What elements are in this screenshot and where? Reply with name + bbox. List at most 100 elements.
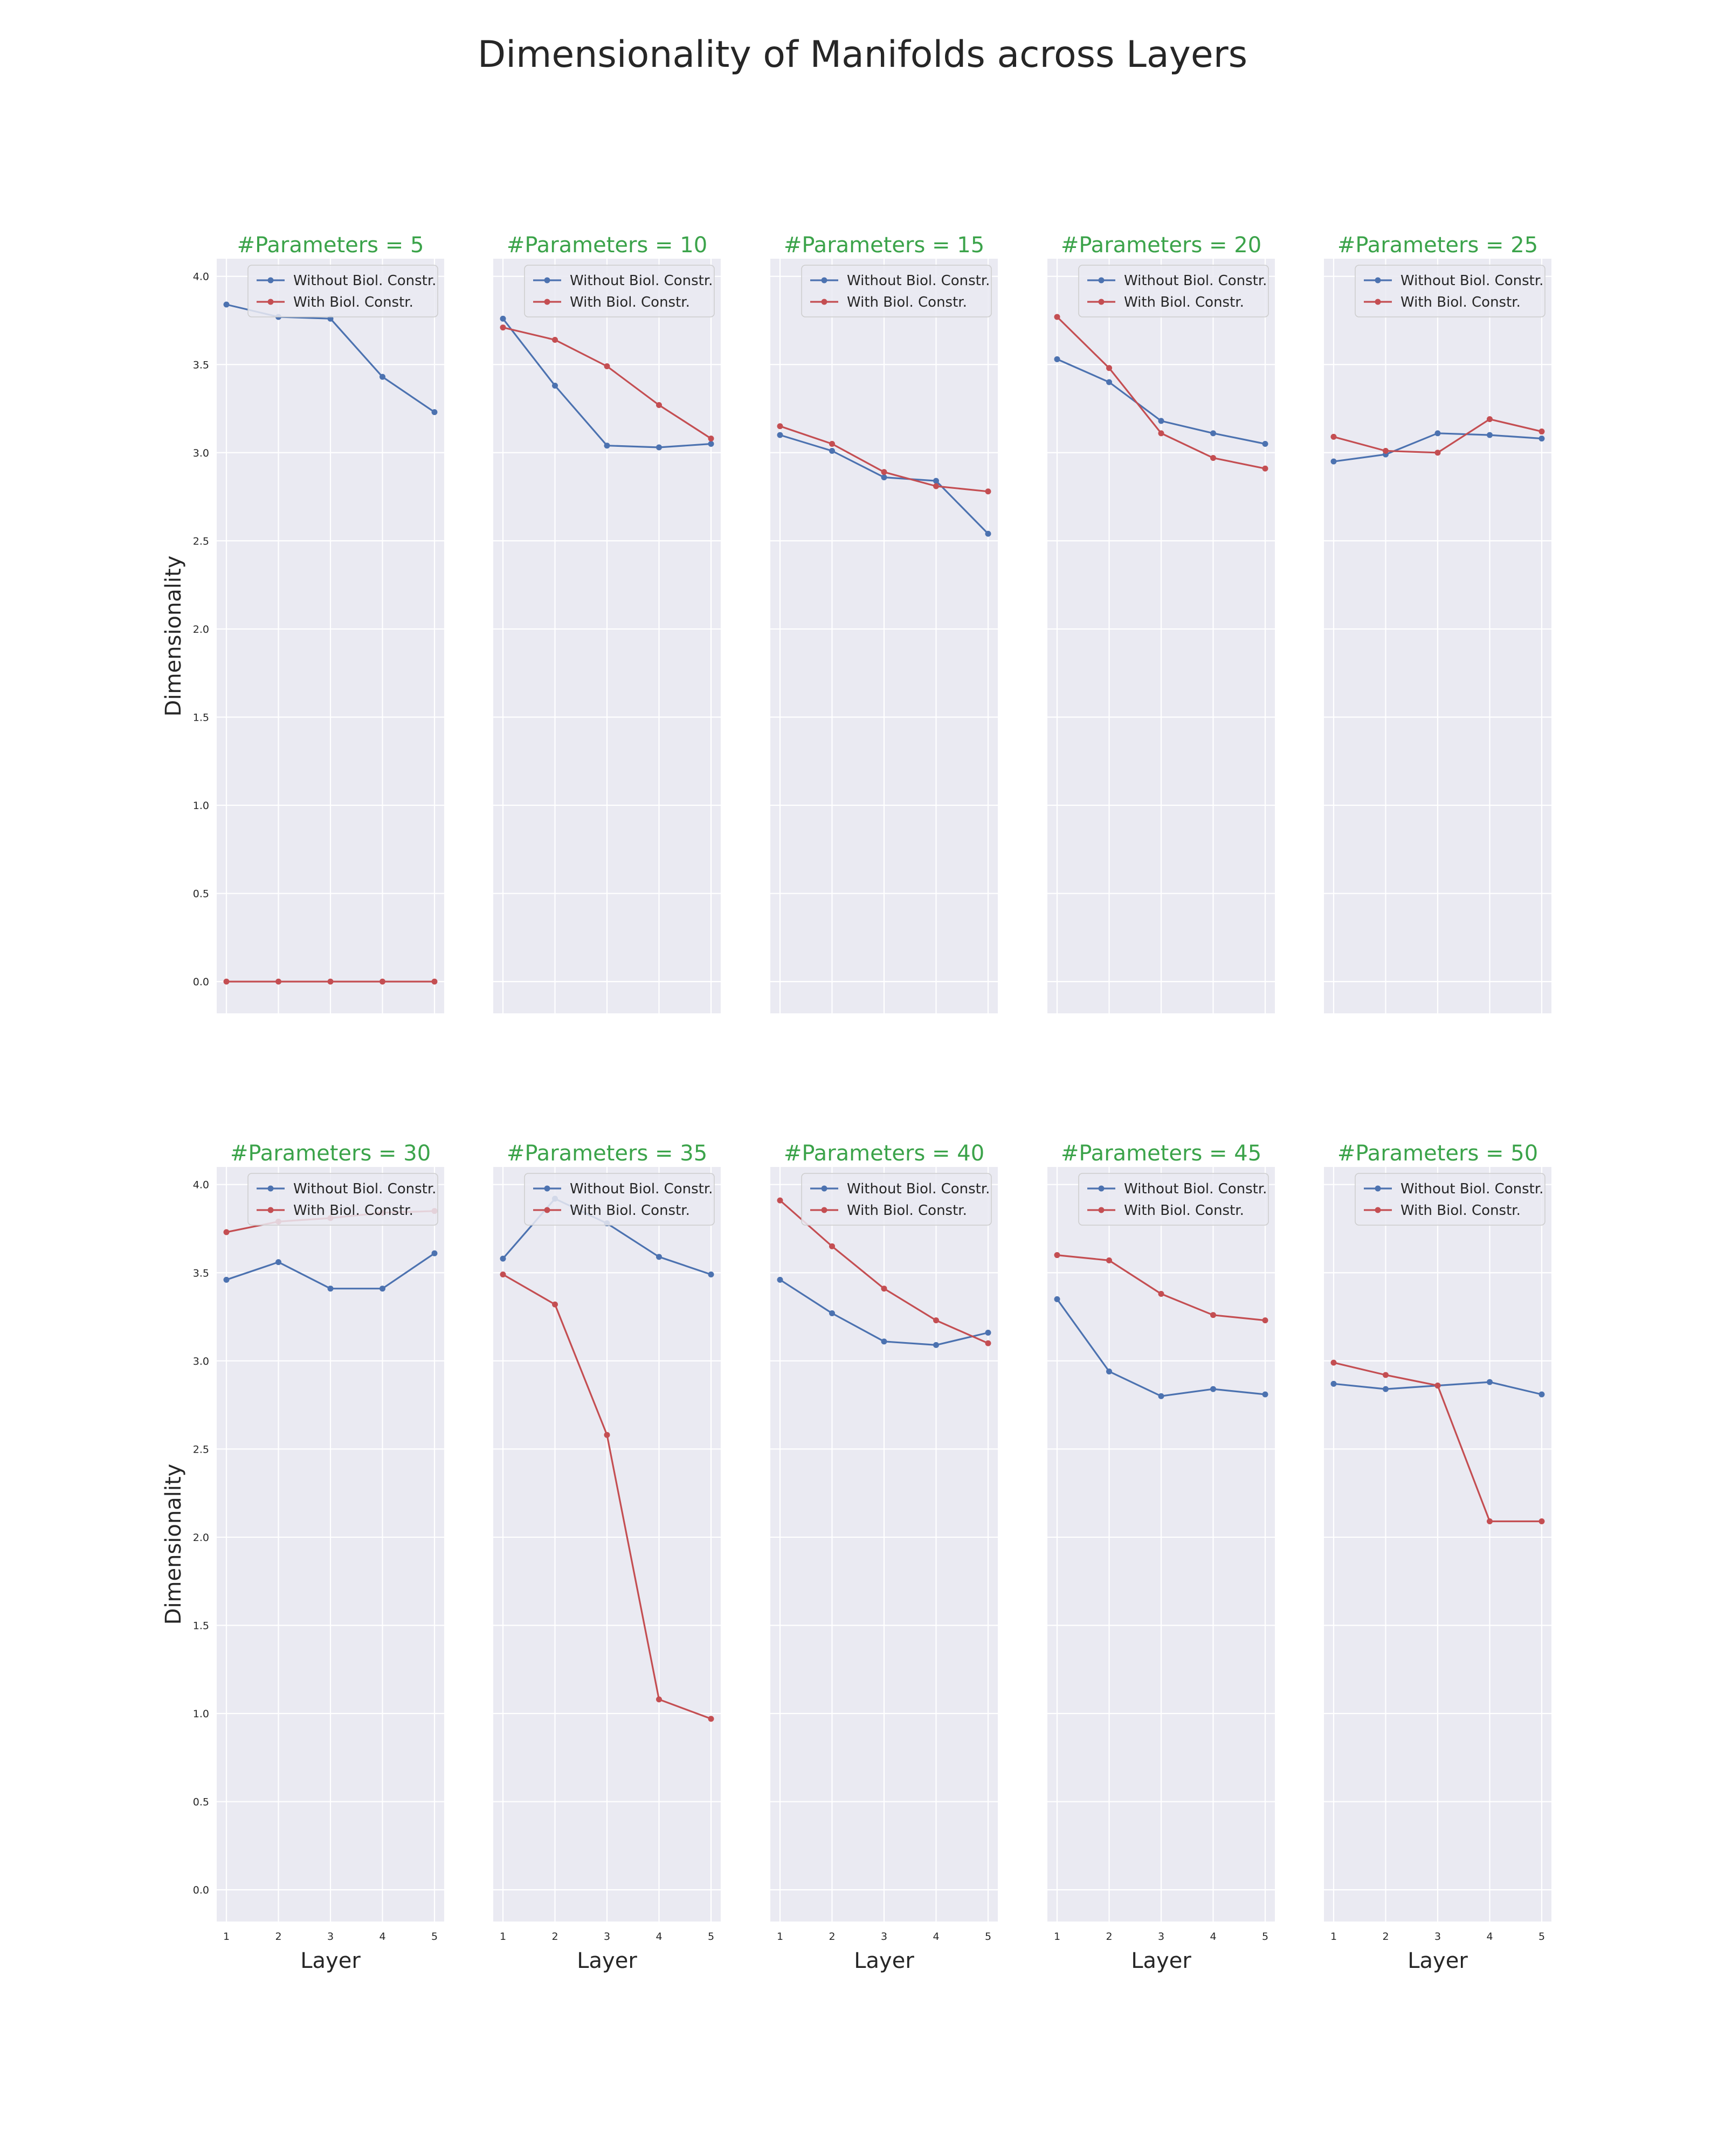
panel-4-series-with-point — [1262, 465, 1268, 472]
panel-2-legend-label-with: With Biol. Constr. — [570, 294, 690, 310]
panel-2-series-without-point — [656, 444, 662, 451]
panel-9-legend-marker-without — [1098, 1185, 1105, 1192]
panel-7-x-tick-label: 5 — [708, 1931, 714, 1943]
panel-3-legend-label-with: With Biol. Constr. — [847, 294, 967, 310]
panel-1-series-with-point — [223, 978, 230, 985]
panel-2-series-with-point — [708, 436, 714, 442]
panel-7-legend-marker-with — [544, 1207, 550, 1213]
panel-7-series-with-point — [656, 1696, 662, 1703]
panel-7-title: #Parameters = 35 — [507, 1141, 707, 1166]
panel-1-title: #Parameters = 5 — [237, 233, 424, 258]
panel-8-legend-label-without: Without Biol. Constr. — [847, 1181, 990, 1197]
panel-5-legend-label-with: With Biol. Constr. — [1400, 294, 1521, 310]
panel-8-x-tick-label: 3 — [881, 1931, 887, 1943]
panel-7-legend-marker-without — [544, 1185, 550, 1192]
panel-9-x-tick-label: 4 — [1210, 1931, 1216, 1943]
panel-9-series-without-point — [1210, 1386, 1216, 1392]
panel-4-legend-marker-without — [1098, 277, 1105, 284]
panel-4-series-with-point — [1054, 314, 1060, 320]
panel-9-legend — [1078, 1173, 1269, 1226]
panel-9-series-without-point — [1158, 1393, 1164, 1399]
panel-3-series-without-point — [881, 474, 887, 481]
panel-9-legend-marker-with — [1098, 1207, 1105, 1213]
panel-3-title: #Parameters = 15 — [784, 233, 984, 258]
panel-10-x-tick-label: 1 — [1330, 1931, 1337, 1943]
panel-9-x-tick-label: 2 — [1106, 1931, 1112, 1943]
panel-10-legend — [1355, 1173, 1545, 1226]
panel-3-legend-marker-without — [821, 277, 827, 284]
panel-9-legend-label-without: Without Biol. Constr. — [1124, 1181, 1267, 1197]
panel-1-series-with-point — [275, 978, 281, 985]
panel-6-series-without-point — [223, 1276, 230, 1283]
panel-10-series-without-point — [1383, 1386, 1389, 1392]
panel-4-legend-marker-with — [1098, 299, 1105, 305]
panel-10-series-with-point — [1383, 1372, 1389, 1378]
panel-7-x-axis-label: Layer — [577, 1948, 637, 1973]
panel-3-series-without-point — [829, 448, 835, 454]
panel-5-legend-label-without: Without Biol. Constr. — [1400, 273, 1543, 289]
panel-7-series-with-point — [604, 1432, 610, 1438]
panel-8-legend-label-with: With Biol. Constr. — [847, 1203, 967, 1219]
panel-5-title: #Parameters = 25 — [1337, 233, 1538, 258]
panel-1-series-without-point — [431, 409, 438, 416]
panel-1-y-tick-label: 0.5 — [193, 888, 209, 900]
panel-10-legend-marker-without — [1375, 1185, 1381, 1192]
panel-5-legend-marker-without — [1375, 277, 1381, 284]
panel-3-series-with-point — [881, 469, 887, 475]
panel-5-series-without-point — [1434, 430, 1441, 437]
panel-8-series-with-point — [933, 1317, 939, 1324]
panel-8-x-tick-label: 2 — [829, 1931, 835, 1943]
panel-6-legend-marker-with — [267, 1207, 274, 1213]
panel-1-y-tick-label: 0.0 — [193, 976, 209, 988]
panel-2-series-without-point — [708, 440, 714, 447]
panel-3-series-without-point — [777, 432, 783, 438]
panel-1-series-with-point — [431, 978, 438, 985]
panel-9-title: #Parameters = 45 — [1061, 1141, 1261, 1166]
panel-6-series-without-point — [380, 1286, 385, 1292]
panel-5-series-with-point — [1538, 429, 1545, 435]
panel-6-legend-label-with: With Biol. Constr. — [293, 1203, 413, 1219]
panel-6-y-tick-label: 3.5 — [193, 1267, 209, 1279]
panel-4-title: #Parameters = 20 — [1061, 233, 1261, 258]
panel-4-legend-label-without: Without Biol. Constr. — [1124, 273, 1267, 289]
panel-3-series-with-point — [985, 488, 991, 495]
panel-6-x-tick-label: 1 — [223, 1931, 230, 1943]
panel-10-legend-label-with: With Biol. Constr. — [1400, 1203, 1521, 1219]
panel-2-series-with-point — [604, 363, 610, 370]
panel-2-legend — [524, 265, 715, 317]
panel-9-x-tick-label: 3 — [1158, 1931, 1164, 1943]
panel-4-legend-label-with: With Biol. Constr. — [1124, 294, 1244, 310]
panel-8-legend — [801, 1173, 992, 1226]
panel-4-series-with-point — [1106, 365, 1112, 371]
panel-8-series-with-point — [881, 1286, 887, 1292]
panel-9-series-with-point — [1054, 1252, 1060, 1259]
panel-8-series-without-point — [881, 1338, 887, 1345]
panel-2-series-without-point — [552, 383, 558, 389]
panel-6-y-tick-label: 0.5 — [193, 1796, 209, 1808]
panel-10-series-without-point — [1330, 1380, 1337, 1387]
panel-10-x-tick-label: 3 — [1434, 1931, 1441, 1943]
panel-1-legend-marker-without — [267, 277, 274, 284]
panel-6-y-tick-label: 2.0 — [193, 1532, 209, 1544]
panel-5-series-with-point — [1487, 416, 1493, 423]
panel-9-series-without-point — [1106, 1368, 1112, 1374]
panel-6-y-tick-label: 1.5 — [193, 1620, 209, 1632]
panel-10-series-with-point — [1434, 1383, 1441, 1389]
panel-3-series-with-point — [777, 423, 783, 430]
panel-2-legend-marker-without — [544, 277, 550, 284]
panel-1-y-tick-label: 4.0 — [193, 271, 209, 283]
panel-1-series-with-point — [327, 978, 334, 985]
panel-5-series-without-point — [1538, 436, 1545, 442]
panel-3-series-without-point — [985, 530, 991, 537]
panel-10-legend-label-without: Without Biol. Constr. — [1400, 1181, 1543, 1197]
panel-7-x-tick-label: 4 — [656, 1931, 662, 1943]
panel-6-x-tick-label: 3 — [327, 1931, 334, 1943]
panel-2-series-with-point — [552, 336, 558, 343]
panel-9-x-axis-label: Layer — [1131, 1948, 1191, 1973]
panel-9-legend-label-with: With Biol. Constr. — [1124, 1203, 1244, 1219]
panel-2-legend-label-without: Without Biol. Constr. — [570, 273, 713, 289]
panel-6-y-tick-label: 1.0 — [193, 1708, 209, 1720]
panel-9-series-without-point — [1054, 1296, 1060, 1302]
panel-8-x-axis-label: Layer — [854, 1948, 914, 1973]
